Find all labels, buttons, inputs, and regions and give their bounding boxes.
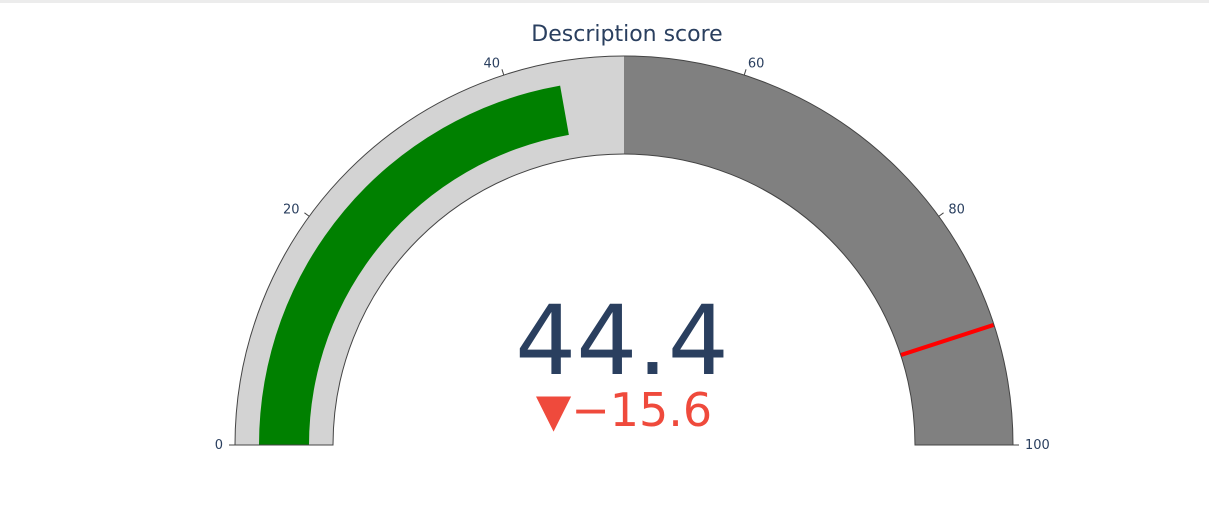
gauge-ticks: 0 20 40 60 80 100: [215, 57, 1050, 453]
delta-value: −15.6: [571, 383, 712, 437]
gauge-step-0: [235, 56, 624, 445]
chart-title: Description score: [531, 22, 722, 47]
gauge-value-bar: [259, 85, 569, 445]
gauge-steps: [235, 56, 1013, 445]
gauge-tick-label: 20: [283, 202, 300, 217]
gauge-tick-label: 60: [748, 57, 765, 72]
top-rule: [0, 0, 1209, 3]
gauge-tick-mark: [501, 69, 505, 76]
gauge-outline: [234, 55, 1014, 446]
gauge-tick-label: 0: [215, 438, 223, 453]
gauge-tick-label: 100: [1025, 438, 1050, 453]
gauge-threshold-line: [900, 322, 995, 357]
gauge-bar-layer: [259, 85, 569, 445]
gauge-tick-mark: [304, 212, 310, 217]
gauge-tick-label: 40: [484, 57, 501, 72]
gauge-value: 44.4: [515, 285, 729, 397]
gauge-delta: ▼−15.6: [536, 383, 712, 437]
gauge-step-1: [624, 56, 1013, 445]
gauge-outline-layer: [234, 55, 1014, 446]
gauge-tick-mark: [743, 69, 747, 76]
delta-down-icon: ▼: [536, 383, 572, 437]
gauge-tick-label: 80: [948, 202, 965, 217]
gauge-tick-mark: [938, 212, 944, 217]
gauge-threshold-layer: [900, 322, 995, 357]
